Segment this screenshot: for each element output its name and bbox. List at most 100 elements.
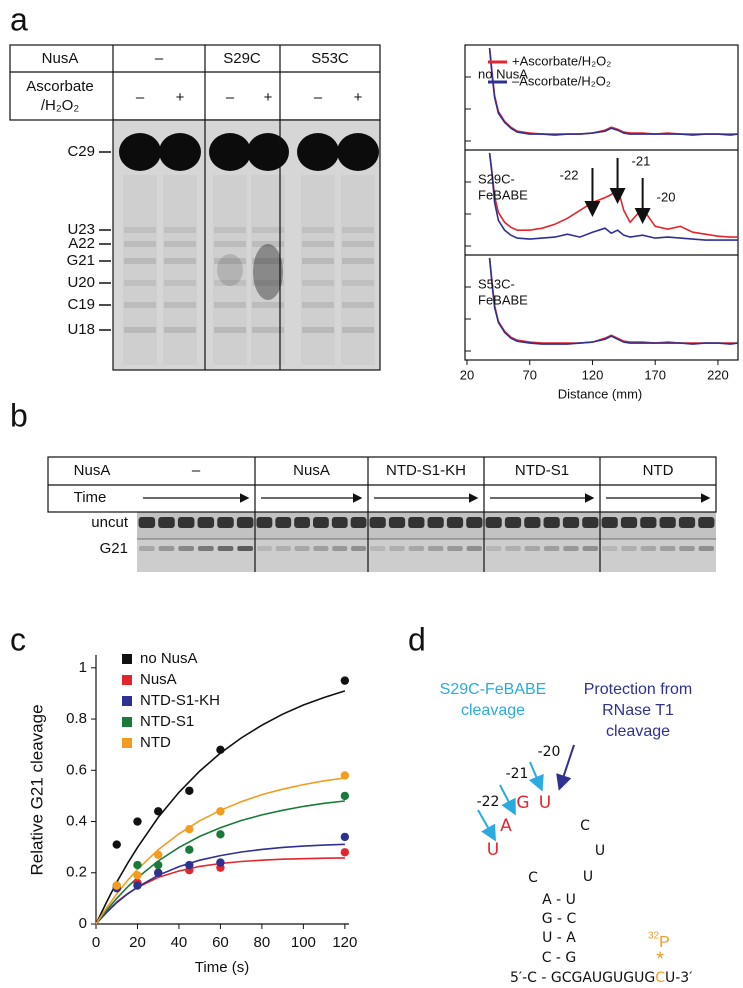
gel-band — [342, 241, 374, 247]
gel-band — [214, 241, 246, 247]
y-tick-label: 0.8 — [66, 710, 87, 727]
band-label: uncut — [91, 514, 129, 531]
x-tick-label: 20 — [460, 367, 474, 382]
gel-a-bands — [119, 133, 379, 365]
gel-band — [138, 546, 155, 551]
data-point — [185, 860, 194, 870]
fit-curve — [95, 690, 346, 925]
isotope-mass: 32 — [648, 931, 660, 942]
trace — [488, 257, 738, 345]
gel-band — [124, 258, 156, 264]
annotation: -21 — [632, 153, 651, 168]
legend-label: NTD — [140, 734, 171, 751]
gel-band — [302, 258, 334, 264]
gel-band — [582, 546, 599, 551]
data-point — [216, 858, 225, 867]
annotation: -22 — [560, 167, 579, 182]
gel-band — [164, 227, 196, 233]
x-tick-label: 60 — [212, 934, 229, 951]
gel-band — [313, 517, 329, 528]
base: C - G — [542, 950, 577, 966]
gel-band — [332, 546, 348, 551]
base: G — [516, 793, 529, 813]
gel-band — [342, 258, 374, 264]
gel-band — [252, 241, 284, 247]
gel-band — [504, 517, 522, 528]
legend-label: NusA — [140, 671, 177, 688]
x-axis-label: Distance (mm) — [558, 386, 643, 401]
data-point — [216, 807, 225, 816]
gel-cleavage-smear — [217, 254, 243, 286]
gel-band — [294, 546, 310, 551]
y-tick-label: 0.4 — [66, 812, 87, 829]
legend-label: –Ascorbate/H₂O₂ — [512, 73, 611, 88]
data-point — [185, 845, 194, 854]
gel-band — [294, 517, 310, 528]
column-label: NusA — [293, 462, 330, 479]
gel-band — [158, 517, 175, 528]
gel-header: NusA — [42, 50, 79, 67]
gel-band — [164, 327, 196, 333]
gel-band — [164, 280, 196, 286]
gel-band — [237, 546, 254, 551]
gel-band-strong — [337, 133, 379, 171]
gel-band — [679, 546, 695, 551]
gel-cleavage-smear — [253, 244, 283, 300]
gel-header: S29C — [223, 50, 261, 67]
gel-header: S53C — [311, 50, 349, 67]
gel-band — [342, 280, 374, 286]
legend-label: NTD-S1 — [140, 713, 194, 730]
gel-band — [659, 546, 676, 551]
band-label: C19 — [67, 296, 95, 313]
gel-band-strong — [247, 133, 289, 171]
gel-smear — [163, 175, 197, 365]
panel-trace-label: FeBABE — [478, 187, 528, 202]
base: U — [583, 869, 593, 885]
data-point — [340, 676, 350, 685]
annotation: -20 — [657, 189, 676, 204]
gel-band — [236, 517, 254, 528]
gel-smear — [123, 175, 157, 365]
gel-band — [252, 280, 284, 286]
column-label: NTD-S1-KH — [386, 462, 466, 479]
data-point — [340, 771, 350, 780]
gel-band — [485, 546, 502, 551]
gel-band — [342, 302, 374, 308]
position-label: -21 — [506, 766, 529, 782]
fit-curve — [95, 800, 345, 925]
gel-band — [164, 241, 196, 247]
gel-band — [302, 241, 334, 247]
panel-trace-label: FeBABE — [478, 292, 528, 307]
diagram-arrows — [477, 744, 575, 842]
gel-band — [350, 517, 367, 528]
gel-band — [214, 280, 246, 286]
panel-label: d — [408, 621, 426, 657]
y-tick-label: 0.6 — [66, 761, 87, 778]
gel-band — [302, 302, 334, 308]
base: A — [500, 816, 512, 836]
gel-band — [408, 517, 425, 528]
data-point — [154, 850, 163, 860]
profile-frame — [464, 44, 739, 361]
x-axis-label: Time (s) — [195, 959, 249, 976]
cleavage-label: S29C-FeBABE — [440, 681, 547, 698]
gel-band — [562, 517, 580, 528]
gel-band — [197, 517, 215, 528]
gel-band — [252, 302, 284, 308]
gel-b-frame — [47, 456, 717, 540]
gel-smear — [213, 175, 247, 365]
legend-label: no NusA — [140, 650, 198, 667]
x-tick-label: 70 — [522, 367, 536, 382]
gel-band — [342, 227, 374, 233]
gel-band — [351, 546, 367, 551]
data-point — [154, 807, 163, 816]
gel-band — [427, 517, 444, 528]
gel-band — [178, 546, 195, 551]
x-tick-label: 0 — [92, 934, 100, 951]
legend-label: +Ascorbate/H₂O₂ — [512, 53, 611, 68]
tail: 5′-C - GCGAUGUGUG — [510, 970, 655, 986]
data-point — [216, 745, 225, 754]
x-tick-label: 20 — [129, 934, 146, 951]
gel-band-strong — [159, 133, 201, 171]
column-label: NTD — [643, 462, 674, 479]
